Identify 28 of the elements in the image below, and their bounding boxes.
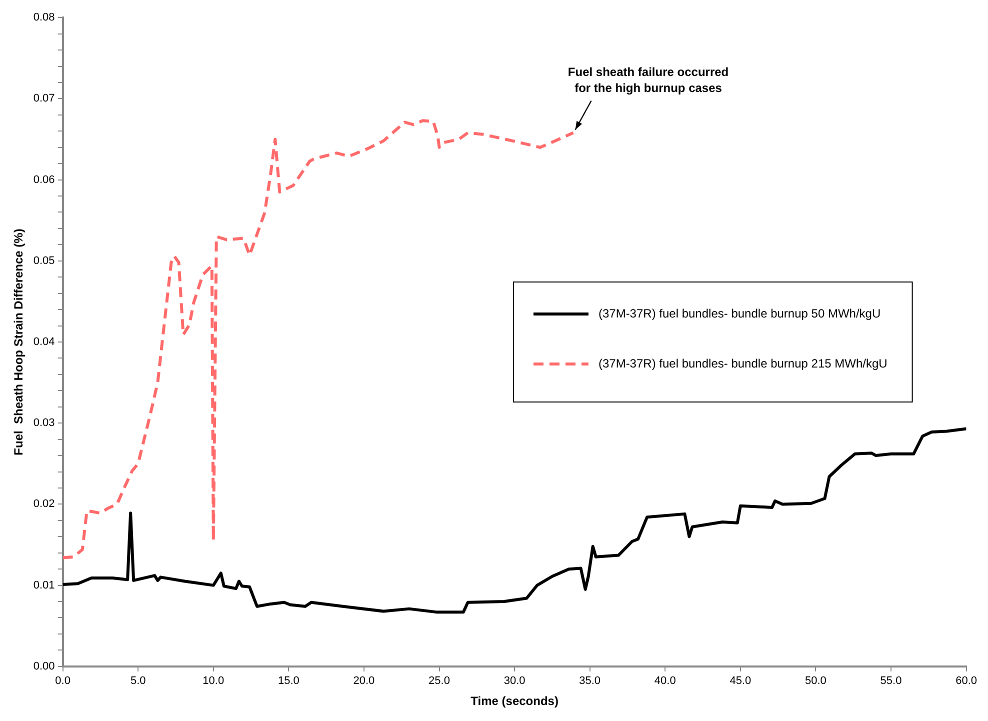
x-tick-label: 5.0 bbox=[130, 675, 146, 688]
y-axis-title: Fuel Sheath Hoop Strain Difference (%) bbox=[12, 228, 26, 456]
y-tick-label: 0.05 bbox=[33, 254, 55, 267]
x-tick-label: 0.0 bbox=[55, 675, 70, 688]
y-tick-label: 0.02 bbox=[33, 498, 55, 510]
y-tick-label: 0.04 bbox=[33, 336, 55, 348]
x-tick-label: 50.0 bbox=[805, 675, 826, 688]
x-tick-label: 25.0 bbox=[428, 675, 450, 688]
x-axis-title: Time (seconds) bbox=[470, 694, 558, 708]
y-tick-label: 0.06 bbox=[33, 174, 55, 186]
x-tick-label: 30.0 bbox=[504, 675, 526, 688]
x-tick-label: 55.0 bbox=[880, 675, 902, 688]
x-tick-label: 10.0 bbox=[202, 675, 224, 688]
y-tick-label: 0.00 bbox=[33, 660, 55, 672]
x-tick-label: 40.0 bbox=[654, 675, 676, 688]
y-tick-label: 0.07 bbox=[33, 92, 55, 105]
y-tick-label: 0.08 bbox=[33, 12, 55, 24]
annotation: Fuel sheath failure occurred for the high burnup cases bbox=[568, 65, 729, 96]
x-tick-label: 60.0 bbox=[956, 675, 978, 688]
x-tick-label: 15.0 bbox=[278, 675, 300, 688]
y-tick-label: 0.03 bbox=[33, 417, 55, 430]
x-tick-label: 45.0 bbox=[730, 675, 752, 688]
legend-label: (37M-37R) fuel bundles- bundle burnup 215 MWh/kgU bbox=[598, 356, 888, 370]
x-tick-label: 20.0 bbox=[353, 675, 375, 688]
legend-label: (37M-37R) fuel bundles- bundle burnup 50 MWh/kgU bbox=[598, 306, 881, 320]
y-tick-label: 0.01 bbox=[33, 579, 55, 592]
x-tick-label: 35.0 bbox=[579, 675, 601, 688]
line-series bbox=[62, 119, 575, 560]
